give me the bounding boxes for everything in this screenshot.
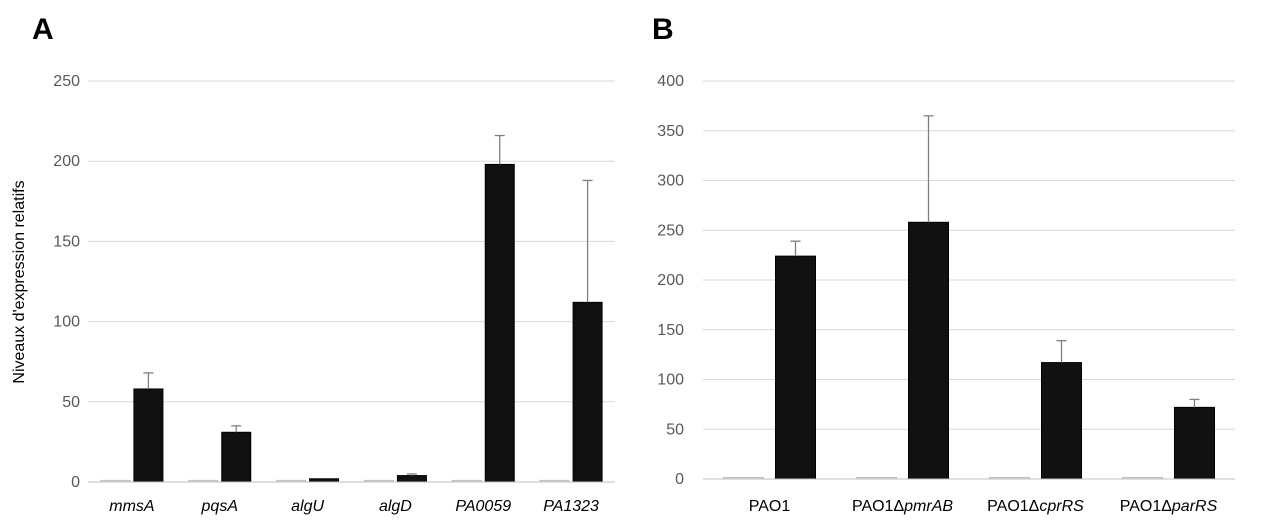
panel-b-letter: B [652,13,674,46]
panel-b-y-tick-label: 50 [666,421,684,438]
panel-a-bar [133,388,164,483]
panel-b-bar [775,255,816,480]
panel-b-y-tick-label: 100 [657,372,684,389]
panel-b-bar [1174,406,1215,480]
panel-b-y-tick-label: 250 [657,222,684,239]
panel-a-category-label: PA1323 [543,498,599,515]
panel-a-y-tick-label: 50 [62,394,80,411]
panel-a-letter: A [32,13,54,46]
panel-b-y-tick-label: 150 [657,322,684,339]
panel-a-bar [221,431,252,483]
panel-b-y-tick-label: 300 [657,173,684,190]
panel-b-category-label: PAO1ΔcprRS [987,498,1084,515]
panel-a-category-label: algD [379,498,412,515]
panel-b-category-label: PAO1 [749,498,791,515]
panel-a-y-tick-label: 100 [53,314,80,331]
panel-a-category-label: mmsA [109,498,154,515]
panel-b-plot: 0 50 100 150 200 250 300 350 400 PAO1 PAO1ΔpmrAB PA… [657,73,1235,515]
panel-b-y-tick-label: 400 [657,73,684,90]
panel-a-y-tick-label: 250 [53,73,80,90]
panel-a-category-label: algU [291,498,324,515]
panel-b-bar [908,221,949,480]
panel-a-y-axis-label: Niveaux d'expression relatifs [11,180,28,383]
panel-b-y-tick-label: 0 [675,471,684,488]
panel-b-y-tick-label: 350 [657,123,684,140]
panel-a-y-tick-label: 200 [53,153,80,170]
panel-a-y-tick-label: 150 [53,233,80,250]
panel-b-category-label: PAO1ΔpmrAB [852,498,953,515]
panel-a-bar [396,475,427,483]
panel-b-bar [1041,362,1082,480]
panel-a-category-label: PA0059 [455,498,511,515]
panel-a-y-tick-label: 0 [71,474,80,491]
panel-a-bar [484,163,515,483]
panel-a-category-label: pqsA [201,498,238,515]
panel-b-y-tick-label: 200 [657,272,684,289]
panel-a-plot: 0 50 100 150 200 250 mmsA pqsA algU algD PA0059 PA1… [53,73,615,515]
panel-b-category-label: PAO1ΔparRS [1120,498,1218,515]
panel-a-bar [572,301,603,483]
